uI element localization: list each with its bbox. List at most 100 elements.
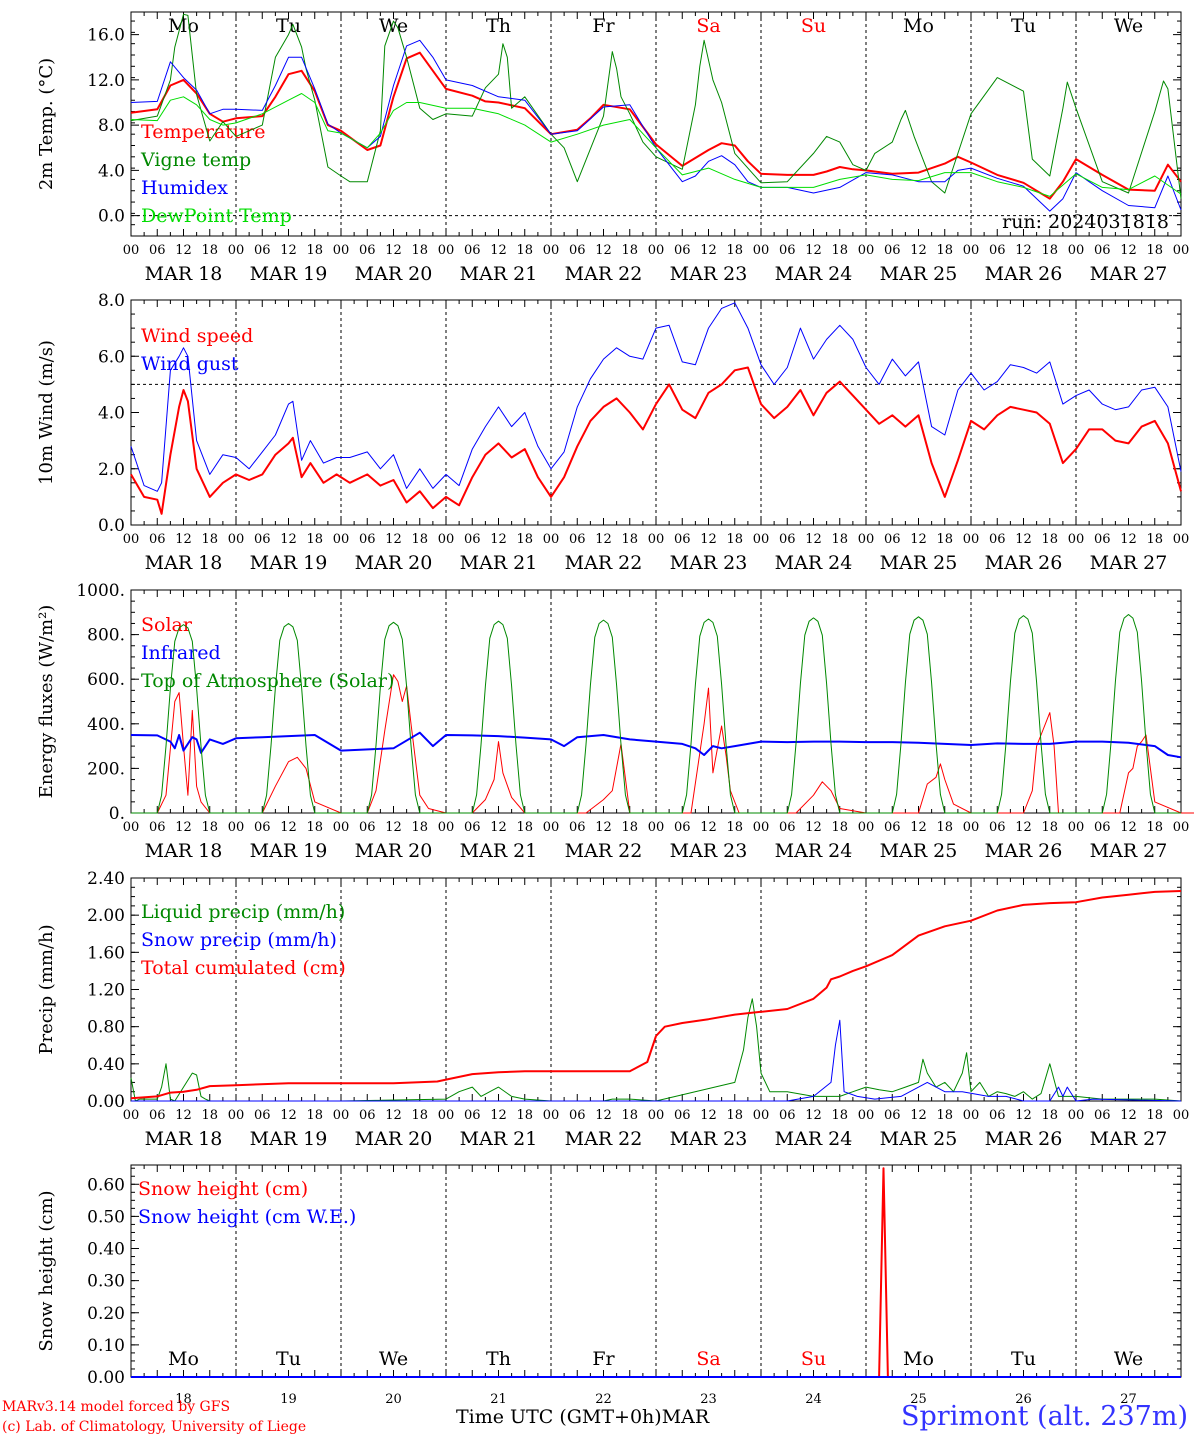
hour-tick-label: 00 [648, 820, 665, 835]
y-tick-label: 800. [87, 626, 125, 646]
hour-tick-label: 18 [1041, 1108, 1058, 1123]
hour-tick-label: 00 [543, 820, 560, 835]
series-line-temperature [130, 51, 1182, 200]
date-label: MAR 18 [145, 552, 223, 574]
hour-tick-label: 00 [858, 532, 875, 547]
hour-tick-label: 18 [1146, 532, 1163, 547]
date-label: MAR 25 [880, 840, 958, 862]
hour-tick-label: 00 [963, 820, 980, 835]
date-label: MAR 19 [250, 840, 328, 862]
day-name-label: We [1114, 15, 1143, 37]
hour-tick-label: 12 [700, 243, 717, 258]
y-tick-label: 200. [87, 759, 125, 779]
y-tick-label: 600. [87, 670, 125, 690]
hour-tick-label: 18 [831, 532, 848, 547]
hour-tick-label: 06 [254, 820, 271, 835]
series-line-solar [131, 674, 1194, 814]
hour-tick-label: 12 [805, 243, 822, 258]
day-name-label: Sa [696, 1348, 720, 1370]
hour-tick-label: 00 [858, 243, 875, 258]
y-tick-label: 0.20 [87, 1304, 125, 1324]
hour-tick-label: 12 [1015, 532, 1032, 547]
legend-entry: DewPoint Temp [141, 205, 292, 227]
hour-tick-label: 00 [438, 820, 455, 835]
date-label: MAR 24 [775, 1128, 853, 1150]
y-tick-label: 8.0 [98, 116, 125, 136]
day-name-label: Th [486, 15, 511, 37]
hour-tick-label: 00 [333, 820, 350, 835]
date-label: MAR 18 [145, 1128, 223, 1150]
y-axis-label: Precip (mm/h) [36, 924, 57, 1054]
y-tick-label: 0.60 [87, 1175, 125, 1195]
hour-tick-label: 06 [359, 532, 376, 547]
time-axis-label: Time UTC (GMT+0h)MAR [456, 1406, 709, 1428]
hour-tick-label: 18 [201, 532, 218, 547]
hour-tick-label: 18 [201, 243, 218, 258]
y-tick-label: 1.20 [87, 981, 125, 1001]
legend-entry: Temperature [141, 121, 265, 143]
hour-tick-label: 18 [831, 820, 848, 835]
hour-tick-label: 18 [936, 820, 953, 835]
series-line-total-cumulated-cm- [130, 890, 1182, 1100]
hour-tick-label: 12 [175, 243, 192, 258]
legend-entry: Solar [141, 614, 193, 636]
day-number-label: 20 [385, 1392, 402, 1407]
legend-entry: Humidex [141, 177, 228, 199]
date-label: MAR 24 [775, 263, 853, 285]
date-label: MAR 19 [250, 1128, 328, 1150]
hour-tick-label: 12 [700, 820, 717, 835]
series-line-vigne-temp [130, 13, 1182, 199]
y-tick-label: 0. [109, 804, 125, 824]
hour-tick-label: 00 [1173, 820, 1190, 835]
hour-tick-label: 12 [385, 243, 402, 258]
date-label: MAR 25 [880, 552, 958, 574]
legend-entry: Wind speed [141, 325, 253, 347]
legend-entry: Total cumulated (cm) [141, 957, 346, 979]
hour-tick-label: 18 [411, 532, 428, 547]
y-tick-label: 4.0 [98, 404, 125, 424]
hour-tick-label: 18 [726, 532, 743, 547]
hour-tick-label: 00 [123, 820, 140, 835]
hour-tick-label: 12 [175, 532, 192, 547]
hour-tick-label: 06 [884, 820, 901, 835]
hour-tick-label: 18 [726, 1108, 743, 1123]
model-credit: MARv3.14 model forced by GFS [2, 1399, 231, 1415]
hour-tick-label: 12 [1015, 1108, 1032, 1123]
day-name-label: We [1114, 1348, 1143, 1370]
hour-tick-label: 00 [333, 243, 350, 258]
y-tick-label: 1000. [76, 581, 125, 601]
hour-tick-label: 00 [753, 532, 770, 547]
day-name-label: We [379, 1348, 408, 1370]
y-tick-label: 0.50 [87, 1207, 125, 1227]
panel-snow: 0.00 0.10 0.20 0.30 0.40 0.50 0.60 Snow height … [36, 1164, 1182, 1407]
hour-tick-label: 00 [1068, 532, 1085, 547]
date-label: MAR 27 [1090, 263, 1168, 285]
y-tick-label: 0.40 [87, 1055, 125, 1075]
hour-tick-label: 00 [1173, 532, 1190, 547]
series-line-wind-speed [130, 366, 1182, 515]
panel-precip: 0.00 0.40 0.80 1.20 1.60 2.00 2.40 Precip (mm/h… [36, 869, 1189, 1150]
hour-tick-label: 12 [805, 532, 822, 547]
hour-tick-label: 18 [621, 532, 638, 547]
hour-tick-label: 06 [149, 243, 166, 258]
hour-tick-label: 06 [254, 243, 271, 258]
day-name-label: Tu [276, 1348, 301, 1370]
hour-tick-label: 18 [831, 243, 848, 258]
hour-tick-label: 00 [438, 1108, 455, 1123]
hour-tick-label: 06 [884, 532, 901, 547]
date-label: MAR 21 [460, 1128, 538, 1150]
hour-tick-label: 00 [543, 243, 560, 258]
date-label: MAR 21 [460, 263, 538, 285]
date-label: MAR 18 [145, 840, 223, 862]
panel-temp: 0.0 4.0 8.0 12.0 16.0 2m Temp. (°C) 00 06 12 18 00… [36, 11, 1189, 285]
legend-entry: Snow height (cm) [138, 1178, 308, 1200]
y-tick-label: 0.40 [87, 1240, 125, 1260]
hour-tick-label: 06 [1094, 243, 1111, 258]
hour-tick-label: 00 [438, 532, 455, 547]
plot-frame [130, 11, 1182, 237]
day-name-label: Tu [276, 15, 301, 37]
day-number-label: 27 [1120, 1392, 1137, 1407]
station-label: Sprimont (alt. 237m) [901, 1401, 1188, 1432]
y-tick-label: 16.0 [87, 26, 125, 46]
y-axis-label: 10m Wind (m/s) [36, 340, 57, 485]
